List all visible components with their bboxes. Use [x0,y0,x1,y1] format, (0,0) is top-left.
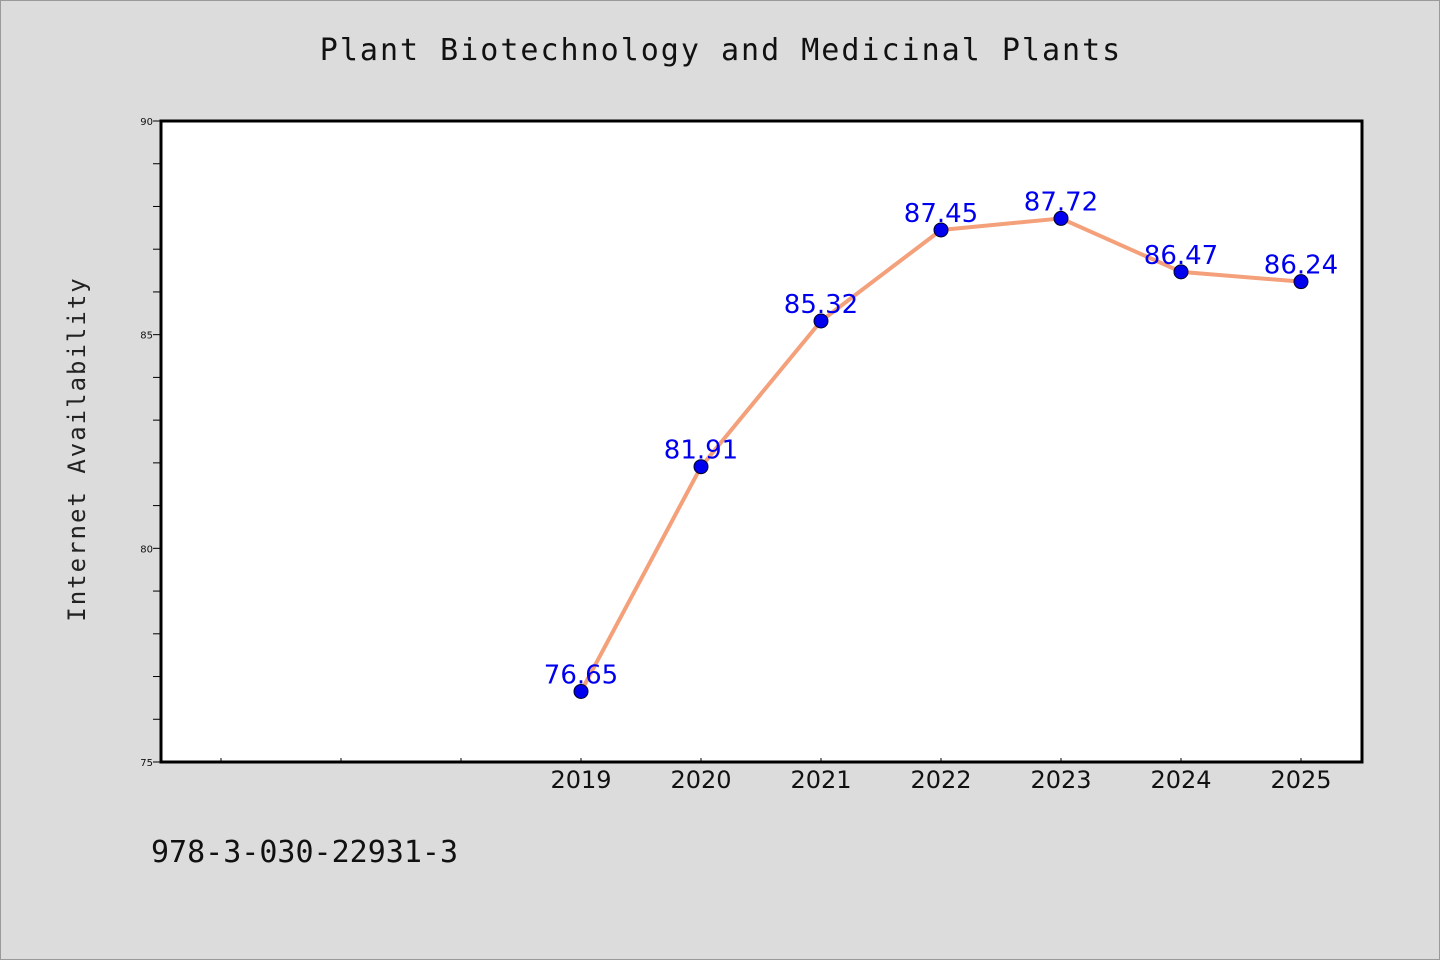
data-label: 87.45 [904,199,978,229]
data-label: 85.32 [784,290,858,320]
x-tick-label: 2022 [910,766,971,794]
data-point [1173,264,1189,280]
x-tick-label: 2023 [1030,766,1091,794]
plot-area [159,119,1364,764]
data-label: 87.72 [1024,187,1098,217]
x-axis: 2019 2020 2021 2022 2023 2024 2025 [220,758,1332,794]
series-layer: 76.65 81.91 85.32 87.45 87.72 86.47 86.24 [544,187,1338,699]
data-label: 86.24 [1264,251,1338,281]
data-label: 81.91 [664,436,738,466]
data-point [693,459,709,475]
data-point [813,313,829,329]
y-tick-label: 85 [140,331,153,342]
data-label: 86.47 [1144,241,1218,271]
data-point [933,222,949,238]
y-axis: 75 80 85 90 [140,117,161,769]
y-tick-label: 75 [140,758,153,769]
y-tick-label: 80 [140,544,153,555]
chart-title: Plant Biotechnology and Medicinal Plants [319,33,1123,68]
data-point [1053,210,1069,226]
x-tick-label: 2019 [550,766,611,794]
x-tick-label: 2024 [1150,766,1211,794]
x-tick-label: 2025 [1270,766,1331,794]
data-point [1293,274,1309,290]
y-tick-label: 90 [140,117,153,128]
isbn-code: 978-3-030-22931-3 [151,835,459,870]
x-tick-label: 2020 [670,766,731,794]
data-label: 76.65 [544,660,618,690]
data-point [573,683,589,699]
x-tick-label: 2021 [790,766,851,794]
